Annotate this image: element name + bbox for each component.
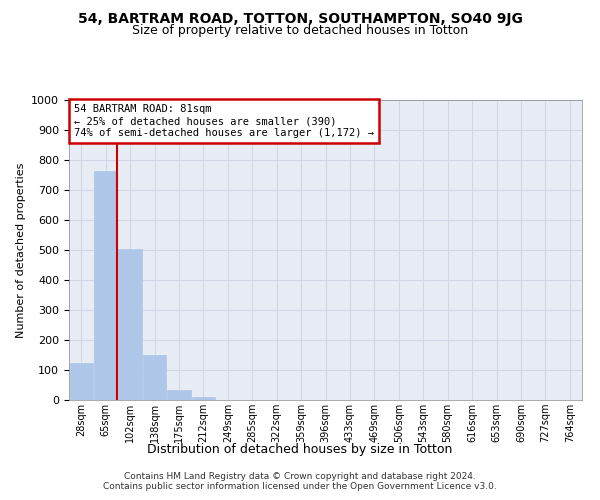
Text: Contains HM Land Registry data © Crown copyright and database right 2024.: Contains HM Land Registry data © Crown c… <box>124 472 476 481</box>
Bar <box>70 362 93 400</box>
Bar <box>167 390 191 400</box>
Bar <box>94 172 117 400</box>
Y-axis label: Number of detached properties: Number of detached properties <box>16 162 26 338</box>
Bar <box>143 355 166 400</box>
Text: 54 BARTRAM ROAD: 81sqm
← 25% of detached houses are smaller (390)
74% of semi-de: 54 BARTRAM ROAD: 81sqm ← 25% of detached… <box>74 104 374 138</box>
Text: Distribution of detached houses by size in Totton: Distribution of detached houses by size … <box>148 442 452 456</box>
Text: Size of property relative to detached houses in Totton: Size of property relative to detached ho… <box>132 24 468 37</box>
Bar <box>118 248 142 400</box>
Text: 54, BARTRAM ROAD, TOTTON, SOUTHAMPTON, SO40 9JG: 54, BARTRAM ROAD, TOTTON, SOUTHAMPTON, S… <box>77 12 523 26</box>
Bar <box>192 397 215 400</box>
Text: Contains public sector information licensed under the Open Government Licence v3: Contains public sector information licen… <box>103 482 497 491</box>
